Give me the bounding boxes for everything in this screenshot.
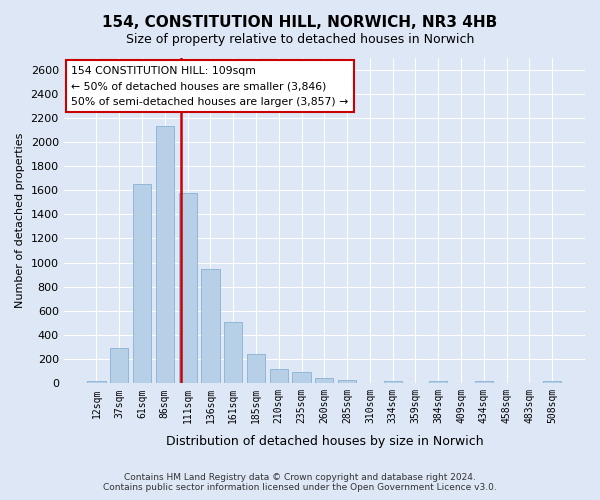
Text: Contains HM Land Registry data © Crown copyright and database right 2024.
Contai: Contains HM Land Registry data © Crown c…: [103, 473, 497, 492]
Bar: [156, 126, 174, 384]
Bar: [201, 268, 220, 384]
Bar: [110, 348, 128, 384]
Y-axis label: Number of detached properties: Number of detached properties: [15, 132, 25, 308]
Bar: [269, 370, 288, 384]
X-axis label: Distribution of detached houses by size in Norwich: Distribution of detached houses by size …: [166, 434, 483, 448]
Bar: [315, 378, 334, 384]
Bar: [224, 322, 242, 384]
Bar: [88, 381, 106, 384]
Bar: [475, 382, 493, 384]
Bar: [361, 382, 379, 384]
Text: Size of property relative to detached houses in Norwich: Size of property relative to detached ho…: [126, 32, 474, 46]
Bar: [292, 372, 311, 384]
Bar: [383, 382, 402, 384]
Bar: [179, 192, 197, 384]
Bar: [429, 381, 448, 384]
Bar: [543, 381, 562, 384]
Bar: [133, 184, 151, 384]
Bar: [247, 354, 265, 384]
Bar: [338, 380, 356, 384]
Text: 154 CONSTITUTION HILL: 109sqm
← 50% of detached houses are smaller (3,846)
50% o: 154 CONSTITUTION HILL: 109sqm ← 50% of d…: [71, 66, 349, 107]
Text: 154, CONSTITUTION HILL, NORWICH, NR3 4HB: 154, CONSTITUTION HILL, NORWICH, NR3 4HB: [103, 15, 497, 30]
